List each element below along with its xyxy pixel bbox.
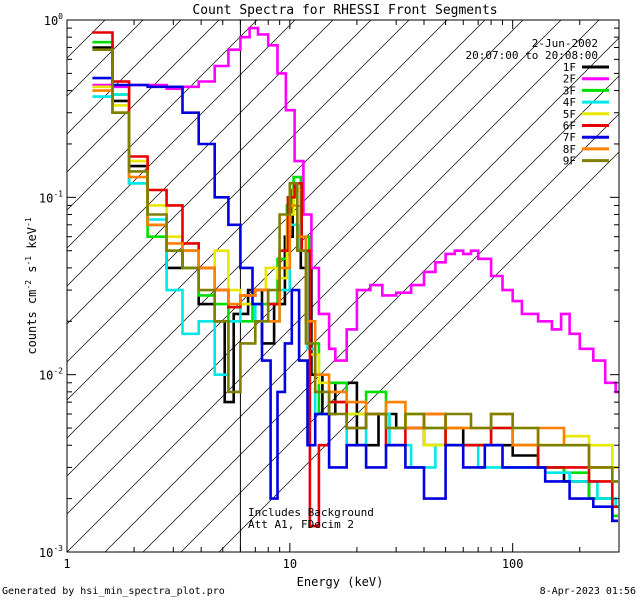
footer-generator: Generated by hsi_min_spectra_plot.pro	[2, 586, 225, 597]
hatch-line	[67, 20, 182, 135]
legend-label-3F: 3F	[563, 84, 576, 97]
series-7F	[92, 76, 618, 523]
x-tick-label: 10	[283, 557, 297, 571]
x-tick-label: 100	[502, 557, 524, 571]
hatch-line	[67, 20, 600, 552]
y-tick-label: 10-1	[39, 189, 63, 205]
time-range-label: 20:07:00 to 20:08:00	[466, 49, 598, 62]
footer-timestamp: 8-Apr-2023 01:56	[540, 586, 636, 597]
x-tick-label: 1	[63, 557, 70, 571]
hatch-line	[67, 20, 486, 439]
y-tick-label: 10-3	[39, 544, 63, 560]
hatch-line	[67, 20, 258, 211]
legend-label-2F: 2F	[563, 73, 576, 86]
hatch-line	[218, 151, 619, 552]
plot-frame	[66, 19, 620, 553]
hatch-line	[67, 20, 524, 477]
legend-label-1F: 1F	[563, 61, 576, 74]
legend-label-7F: 7F	[563, 131, 576, 144]
legend-label-5F: 5F	[563, 108, 576, 121]
series-layer	[92, 26, 619, 528]
series-9F	[92, 48, 618, 483]
hatch-line	[67, 20, 448, 401]
chart-title: Count Spectra for RHESSI Front Segments	[192, 3, 497, 18]
y-axis-label: counts cm-2 s-1 keV-1	[24, 217, 39, 354]
y-tick-label: 10-2	[39, 367, 63, 383]
legend-label-6F: 6F	[563, 120, 576, 133]
series-2F	[92, 26, 619, 394]
hatch-line	[67, 20, 372, 325]
hatch-line	[67, 20, 334, 287]
y-tick-label: 100	[44, 12, 63, 28]
legend-label-8F: 8F	[563, 143, 576, 156]
hatch-line	[67, 20, 410, 363]
hatch-line	[142, 75, 619, 552]
legend-label-9F: 9F	[563, 155, 576, 168]
date-label: 2-Jun-2002	[532, 37, 598, 50]
hatch-line	[67, 20, 562, 515]
annotation-attenuator: Att A1, FDecim 2	[248, 518, 354, 531]
legend-label-4F: 4F	[563, 96, 576, 109]
axis-ticks: 1 10 100 10-3 10-2 10-1 100	[39, 12, 620, 571]
annotation-background: Includes Background	[248, 506, 374, 519]
x-axis-label: Energy (keV)	[297, 575, 384, 589]
hatch-line	[67, 20, 296, 249]
